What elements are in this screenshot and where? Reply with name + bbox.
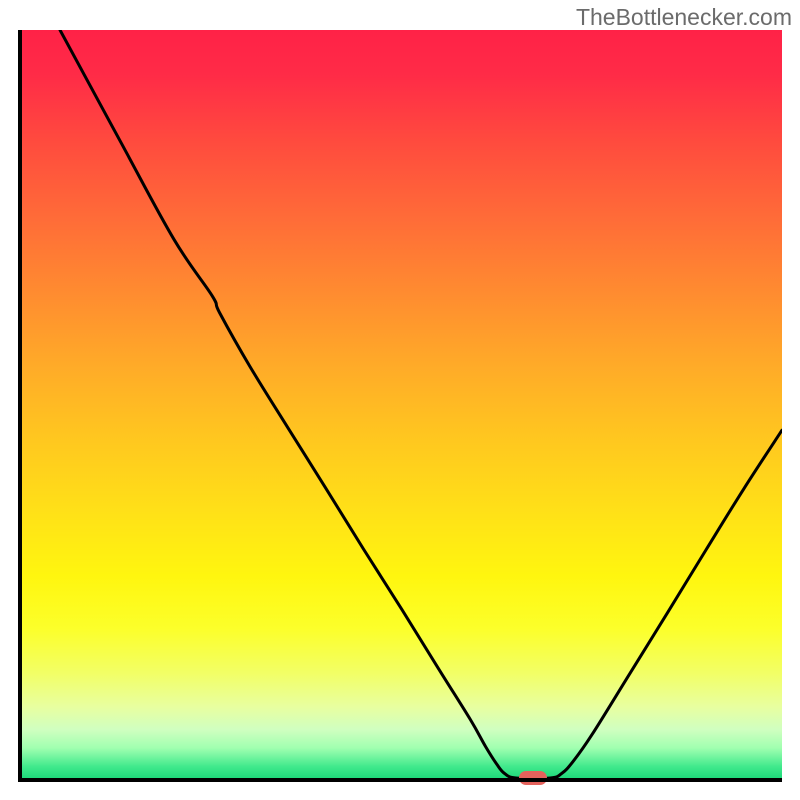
plot-area [18,30,782,782]
x-axis [18,778,782,782]
watermark-text: TheBottlenecker.com [576,4,792,31]
y-axis [18,30,22,782]
bottleneck-curve [22,30,782,778]
chart-container: TheBottlenecker.com [0,0,800,800]
